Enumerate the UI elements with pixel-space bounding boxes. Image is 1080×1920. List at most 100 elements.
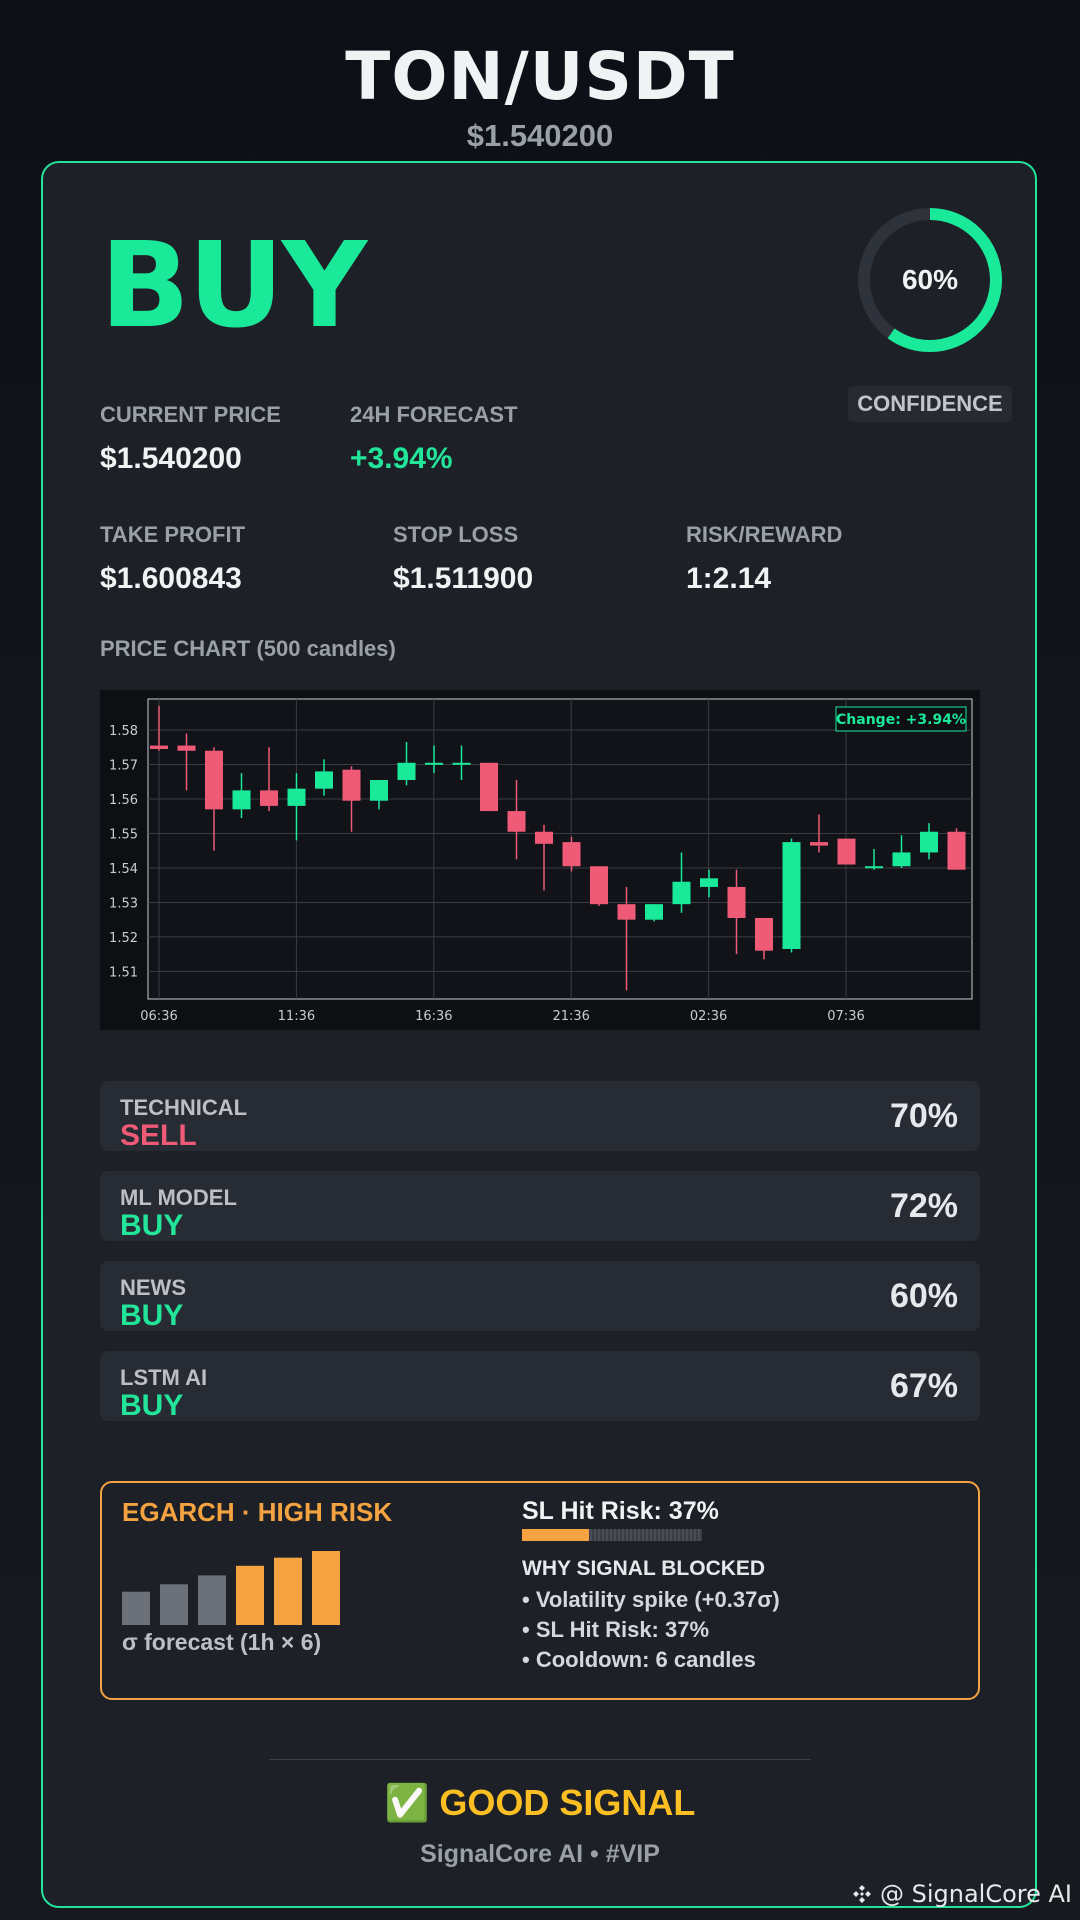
sigma-bar — [198, 1575, 226, 1625]
confidence-value: 60% — [901, 264, 959, 295]
pair-title: TON/USDT — [345, 38, 735, 115]
confidence-gauge — [858, 208, 1002, 352]
candle — [535, 824, 553, 891]
chart-x-tick: 11:36 — [278, 1009, 315, 1024]
candle — [810, 814, 828, 853]
candle — [700, 869, 718, 898]
candle — [727, 869, 746, 955]
component-row-news: NEWS BUY 60% — [100, 1261, 980, 1332]
forecast-value: +3.94% — [350, 442, 453, 475]
sl-hit-risk-fill — [522, 1529, 589, 1541]
component-pct: 60% — [889, 1277, 958, 1315]
candle — [920, 823, 938, 860]
candle — [672, 852, 691, 913]
sigma-bar — [274, 1557, 302, 1625]
chart-x-tick: 06:36 — [140, 1009, 177, 1024]
sigma-bar — [122, 1591, 150, 1625]
candle — [370, 780, 388, 810]
candle — [865, 849, 883, 870]
chart-y-tick: 1.54 — [109, 862, 138, 877]
take-profit-label: TAKE PROFIT — [100, 522, 246, 547]
risk-reward-value: 1:2.14 — [686, 562, 772, 595]
chart-y-tick: 1.58 — [109, 724, 138, 739]
sl-hit-risk-title: SL Hit Risk: 37% — [522, 1497, 719, 1525]
component-pct: 72% — [889, 1187, 958, 1225]
candle — [232, 773, 251, 818]
candle — [755, 917, 773, 960]
candle — [425, 745, 443, 774]
risk-panel: EGARCH · HIGH RISK σ forecast (1h × 6) S… — [100, 1481, 980, 1700]
chart-y-tick: 1.57 — [109, 759, 138, 774]
candle — [590, 866, 608, 906]
component-row-ml-model: ML MODEL BUY 72% — [100, 1171, 980, 1242]
stop-loss-label: STOP LOSS — [393, 522, 519, 547]
candle — [782, 838, 801, 953]
candle — [892, 835, 911, 868]
why-blocked-title: WHY SIGNAL BLOCKED — [522, 1557, 766, 1580]
component-name: ML MODEL — [120, 1185, 237, 1210]
candle — [617, 886, 636, 991]
why-item: • SL Hit Risk: 37% — [522, 1617, 710, 1642]
current-price-value: $1.540200 — [100, 442, 242, 475]
candle — [507, 780, 526, 860]
risk-reward-label: RISK/REWARD — [686, 522, 843, 547]
sigma-bar — [236, 1565, 264, 1625]
chart-x-tick: 16:36 — [415, 1009, 452, 1024]
chart-x-tick: 07:36 — [827, 1009, 864, 1024]
take-profit-value: $1.600843 — [100, 562, 242, 595]
component-pct: 67% — [889, 1367, 958, 1405]
candle — [287, 773, 306, 841]
header-price: $1.540200 — [466, 118, 614, 153]
component-signal: BUY — [120, 1209, 184, 1242]
forecast-label: 24H FORECAST — [350, 402, 518, 427]
chart-x-tick: 21:36 — [552, 1009, 589, 1024]
candle — [452, 745, 471, 781]
price-chart: 1.58 1.57 1.56 1.55 1.54 1.53 1.52 1.51 06:36 11:… — [100, 690, 980, 1030]
sl-hit-risk-bar — [522, 1529, 702, 1541]
candle — [150, 705, 168, 751]
good-signal-label: ✅ GOOD SIGNAL — [384, 1782, 696, 1823]
candle — [397, 742, 416, 786]
watermark-text: @ SignalCore AI — [879, 1880, 1072, 1908]
stop-loss-value: $1.511900 — [393, 562, 534, 595]
why-item: • Volatility spike (+0.37σ) — [522, 1587, 780, 1612]
confidence-arc — [858, 208, 1002, 352]
component-row-technical: TECHNICAL SELL 70% — [100, 1081, 980, 1152]
risk-title: EGARCH · HIGH RISK — [122, 1497, 393, 1527]
chart-y-tick: 1.51 — [109, 965, 138, 980]
candle — [480, 762, 498, 812]
component-signal: BUY — [120, 1299, 184, 1332]
why-item: • Cooldown: 6 candles — [522, 1647, 756, 1672]
candle — [342, 766, 361, 832]
candle — [947, 828, 966, 870]
diamond-logo-icon — [853, 1885, 872, 1903]
watermark: @ SignalCore AI — [852, 1880, 1072, 1908]
current-price-label: CURRENT PRICE — [100, 402, 281, 427]
sigma-forecast-bars — [122, 1551, 340, 1625]
candle — [260, 747, 278, 812]
chart-y-tick: 1.52 — [109, 931, 138, 946]
component-pct: 70% — [889, 1097, 958, 1135]
candle — [562, 836, 581, 872]
chart-x-tick: 02:36 — [690, 1009, 727, 1024]
component-row-lstm-ai: LSTM AI BUY 67% — [100, 1351, 980, 1422]
sigma-label: σ forecast (1h × 6) — [122, 1629, 322, 1655]
sigma-bar — [312, 1551, 340, 1625]
candle — [837, 838, 856, 865]
chart-y-tick: 1.53 — [109, 896, 138, 911]
footer-divider — [269, 1759, 811, 1760]
sigma-bar — [160, 1584, 188, 1625]
component-signal: BUY — [120, 1389, 184, 1422]
confidence-label: CONFIDENCE — [848, 386, 1012, 422]
chart-y-tick: 1.56 — [109, 793, 138, 808]
chart-change-badge: Change: +3.94% — [836, 712, 966, 728]
component-signal: SELL — [120, 1119, 197, 1152]
brand-label: SignalCore AI • #VIP — [420, 1840, 660, 1868]
candle — [645, 904, 663, 922]
component-name: TECHNICAL — [120, 1095, 248, 1120]
component-name: LSTM AI — [120, 1365, 208, 1390]
candle — [205, 747, 223, 851]
signal-label: BUY — [100, 216, 367, 354]
candle — [177, 733, 196, 791]
component-name: NEWS — [120, 1275, 186, 1300]
